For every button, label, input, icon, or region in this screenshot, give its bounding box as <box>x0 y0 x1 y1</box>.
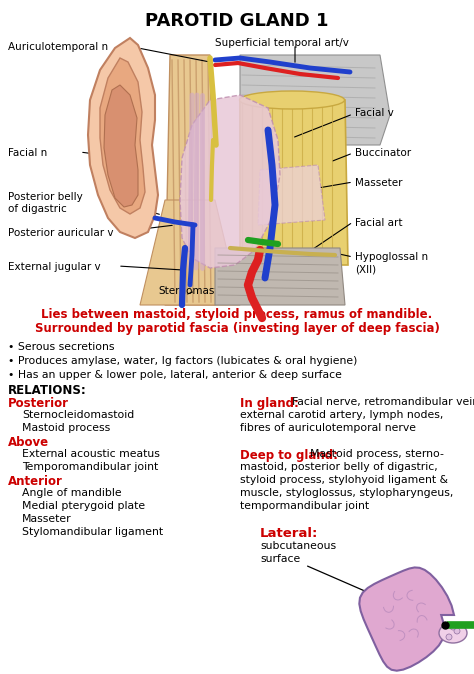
Polygon shape <box>165 55 215 305</box>
Polygon shape <box>240 100 348 265</box>
Ellipse shape <box>239 91 345 109</box>
Polygon shape <box>215 248 345 305</box>
Polygon shape <box>140 200 240 305</box>
Text: Above: Above <box>8 436 49 449</box>
Text: Masseter: Masseter <box>22 514 72 524</box>
Polygon shape <box>88 38 158 238</box>
Polygon shape <box>104 85 138 207</box>
Ellipse shape <box>439 623 467 643</box>
Text: Buccinator: Buccinator <box>355 148 411 158</box>
Circle shape <box>454 628 460 634</box>
Text: Mastoid process: Mastoid process <box>22 423 110 433</box>
Text: Facial art: Facial art <box>355 218 402 228</box>
Text: Angle of mandible: Angle of mandible <box>22 488 122 498</box>
Text: tempormandibular joint: tempormandibular joint <box>240 501 369 511</box>
Text: fibres of auriculotemporal nerve: fibres of auriculotemporal nerve <box>240 423 416 433</box>
Text: of digastric: of digastric <box>8 204 67 214</box>
Text: • Serous secretions: • Serous secretions <box>8 342 115 352</box>
Polygon shape <box>100 58 145 214</box>
Text: styloid process, stylohyoid ligament &: styloid process, stylohyoid ligament & <box>240 475 448 485</box>
Text: PAROTID GLAND 1: PAROTID GLAND 1 <box>145 12 329 30</box>
Text: external carotid artery, lymph nodes,: external carotid artery, lymph nodes, <box>240 410 443 420</box>
Text: • Produces amylase, water, Ig factors (lubicates & oral hygiene): • Produces amylase, water, Ig factors (l… <box>8 356 357 366</box>
Text: RELATIONS:: RELATIONS: <box>8 384 87 397</box>
Text: Stylomandibular ligament: Stylomandibular ligament <box>22 527 163 537</box>
Text: Deep to gland:: Deep to gland: <box>240 449 338 462</box>
Text: Anterior: Anterior <box>8 475 63 488</box>
Text: surface: surface <box>260 554 300 564</box>
Text: mastoid, posterior belly of digastric,: mastoid, posterior belly of digastric, <box>240 462 438 472</box>
Text: Posterior belly: Posterior belly <box>8 192 83 202</box>
Text: Masseter: Masseter <box>355 178 402 188</box>
Text: • Has an upper & lower pole, lateral, anterior & deep surface: • Has an upper & lower pole, lateral, an… <box>8 370 342 380</box>
Text: Posterior: Posterior <box>8 397 69 410</box>
Text: Facial v: Facial v <box>355 108 394 118</box>
Text: In gland:: In gland: <box>240 397 299 410</box>
Text: subcutaneous: subcutaneous <box>260 541 336 551</box>
Circle shape <box>450 624 456 630</box>
Text: Surrounded by parotid fascia (investing layer of deep fascia): Surrounded by parotid fascia (investing … <box>35 322 439 335</box>
Polygon shape <box>359 568 454 671</box>
Text: Lateral:: Lateral: <box>260 527 319 540</box>
Polygon shape <box>240 55 390 145</box>
Text: External jugular v: External jugular v <box>8 262 100 272</box>
Text: Facial nerve, retromandibular vein,: Facial nerve, retromandibular vein, <box>292 397 474 407</box>
Text: Mastoid process, sterno-: Mastoid process, sterno- <box>310 449 444 459</box>
Text: muscle, styloglossus, stylopharyngeus,: muscle, styloglossus, stylopharyngeus, <box>240 488 453 498</box>
Text: Sternocleidomastoid: Sternocleidomastoid <box>22 410 134 420</box>
Polygon shape <box>180 95 280 268</box>
Polygon shape <box>258 165 325 225</box>
Text: Temporomandibular joint: Temporomandibular joint <box>22 462 158 472</box>
Text: Medial pterygoid plate: Medial pterygoid plate <box>22 501 145 511</box>
Circle shape <box>446 634 452 640</box>
Text: Posterior auricular v: Posterior auricular v <box>8 228 113 238</box>
Text: Lies between mastoid, styloid process, ramus of mandible.: Lies between mastoid, styloid process, r… <box>41 308 433 321</box>
Text: Superficial temporal art/v: Superficial temporal art/v <box>215 38 349 48</box>
Text: (XII): (XII) <box>355 264 376 274</box>
Text: Auriculotemporal n: Auriculotemporal n <box>8 42 108 52</box>
Text: Hypoglossal n: Hypoglossal n <box>355 252 428 262</box>
Text: Sternomastoid: Sternomastoid <box>158 286 235 296</box>
Text: External acoustic meatus: External acoustic meatus <box>22 449 160 459</box>
Text: Facial n: Facial n <box>8 148 47 158</box>
